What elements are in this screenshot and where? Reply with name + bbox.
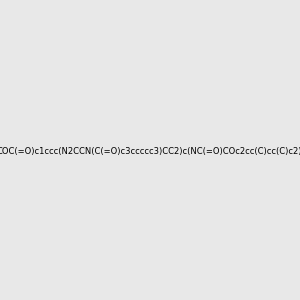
- Text: COC(=O)c1ccc(N2CCN(C(=O)c3ccccc3)CC2)c(NC(=O)COc2cc(C)cc(C)c2)c1: COC(=O)c1ccc(N2CCN(C(=O)c3ccccc3)CC2)c(N…: [0, 147, 300, 156]
